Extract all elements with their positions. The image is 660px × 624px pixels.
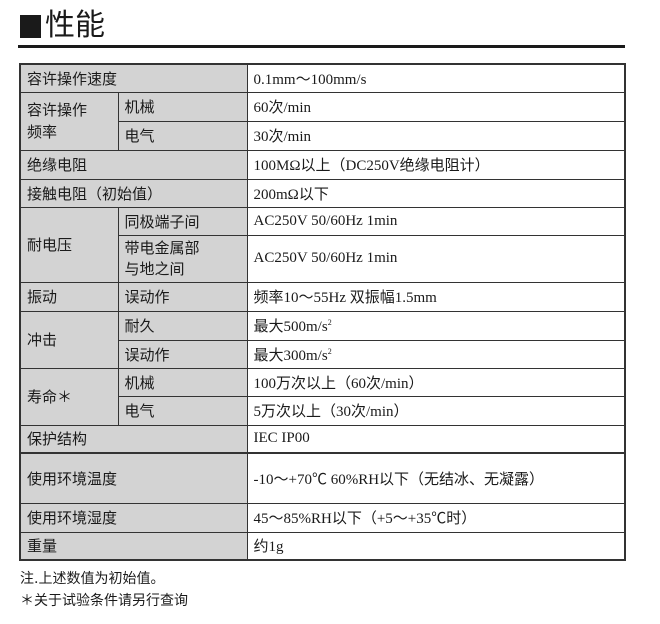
table-row: 带电金属部 与地之间 AC250V 50/60Hz 1min: [20, 234, 626, 283]
row-value: 约1g: [246, 531, 626, 561]
value-text: 最大300m/s: [253, 347, 328, 364]
table-row: 冲击 耐久 最大500m/s2: [19, 310, 626, 369]
table-row: 容许操作速度 0.1mm～100mm/s: [19, 63, 626, 93]
row-label: 保护结构: [19, 424, 248, 454]
row-value: 200mΩ以下: [246, 178, 626, 208]
superscript: 2: [327, 318, 332, 327]
table-row: 使用环境湿度 45～85%RH以下（+5～+35℃时）: [19, 502, 626, 533]
sub-label: 机械: [117, 367, 248, 397]
row-value: 最大500m/s2: [246, 310, 626, 341]
footnote: ＊关于试验条件请另行查询: [20, 593, 188, 609]
section-title: 性能: [20, 6, 105, 46]
row-value: -10～+70℃ 60%RH以下（无结冰、无凝露）: [246, 452, 626, 504]
sub-label: 同极端子间: [117, 206, 248, 236]
table-row: 重量 约1g: [19, 531, 626, 561]
table-row: 电气 5万次以上（30次/min）: [20, 395, 626, 426]
row-value: 5万次以上（30次/min）: [246, 395, 626, 426]
row-value: 0.1mm～100mm/s: [246, 63, 626, 93]
sub-label: 误动作: [117, 339, 248, 369]
row-label: 容许操作速度: [19, 63, 248, 93]
row-value: 100MΩ以上（DC250V绝缘电阻计）: [246, 149, 626, 180]
row-label: 容许操作 频率: [19, 91, 119, 151]
spec-table: 容许操作速度 0.1mm～100mm/s 容许操作 频率 机械 60次/min 电气 3…: [19, 63, 626, 561]
table-row: 保护结构 IEC IP00: [19, 424, 626, 454]
row-value: 60次/min: [246, 91, 626, 122]
sub-label: 带电金属部 与地之间: [117, 234, 248, 283]
row-label: 振动: [19, 281, 119, 312]
row-value: AC250V 50/60Hz 1min: [246, 234, 626, 283]
row-label: 使用环境湿度: [19, 502, 248, 533]
table-row: 电气 30次/min: [20, 120, 626, 151]
table-row: 容许操作 频率 机械 60次/min: [19, 91, 626, 151]
row-value: 45～85%RH以下（+5～+35℃时）: [246, 502, 626, 533]
sub-label: 机械: [117, 91, 248, 122]
sub-label: 电气: [117, 120, 248, 151]
square-bullet-icon: [20, 14, 41, 38]
row-value: 100万次以上（60次/min）: [246, 367, 626, 397]
table-row: 绝缘电阻 100MΩ以上（DC250V绝缘电阻计）: [19, 149, 626, 180]
value-text: 最大500m/s: [253, 319, 328, 335]
sub-label: 耐久: [117, 310, 248, 341]
row-label: 绝缘电阻: [19, 149, 248, 180]
sub-label: 电气: [117, 395, 248, 426]
table-row: 寿命＊ 机械 100万次以上（60次/min）: [19, 367, 626, 426]
table-row: 振动 误动作 频率10～55Hz 双振幅1.5mm: [19, 281, 626, 312]
row-value: 频率10～55Hz 双振幅1.5mm: [246, 281, 626, 312]
table-row: 使用环境温度 -10～+70℃ 60%RH以下（无结冰、无凝露）: [19, 452, 626, 504]
row-label: 使用环境温度: [19, 452, 248, 504]
table-row: 误动作 最大300m/s2: [20, 339, 626, 369]
title-rule: [18, 45, 625, 48]
sub-label: 误动作: [117, 281, 248, 312]
row-label: 重量: [19, 531, 248, 561]
row-label: 冲击: [19, 310, 119, 369]
row-label: 耐电压: [19, 206, 119, 283]
footnote: 注.上述数值为初始值。: [20, 571, 165, 587]
table-row: 耐电压 同极端子间 AC250V 50/60Hz 1min: [19, 206, 626, 283]
row-value: AC250V 50/60Hz 1min: [246, 206, 626, 236]
table-row: 接触电阻（初始值） 200mΩ以下: [19, 178, 626, 208]
row-value: 最大300m/s2: [246, 339, 626, 369]
row-label: 接触电阻（初始值）: [19, 178, 248, 208]
row-value: 30次/min: [246, 120, 626, 151]
superscript: 2: [327, 346, 332, 356]
row-value: IEC IP00: [246, 424, 626, 454]
title-text: 性能: [45, 8, 105, 43]
row-label: 寿命＊: [19, 367, 119, 426]
